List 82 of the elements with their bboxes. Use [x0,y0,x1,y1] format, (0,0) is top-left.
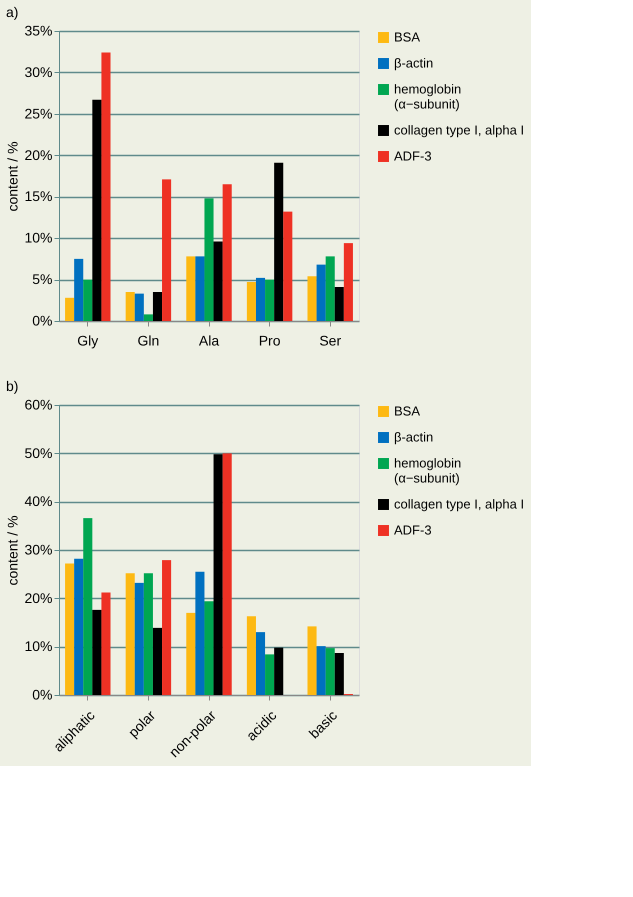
chart-title: b) [6,378,18,394]
bar [204,198,214,321]
y-tick-label: 0% [32,686,52,702]
bar [144,573,153,695]
y-tick-label: 10% [24,230,52,246]
bar [83,280,92,321]
bar [222,184,232,321]
y-tick-label: 0% [32,312,52,328]
bar [195,572,204,695]
bar [316,264,326,321]
bar [83,518,92,695]
bar [92,100,102,321]
bar [195,256,204,321]
bar [246,616,256,695]
y-tick-label: 30% [24,542,52,558]
y-tick-label: 50% [24,444,52,461]
y-tick-label: 60% [24,396,52,412]
legend-label: hemoglobin (α−subunit) [394,456,462,486]
y-tick-label: 15% [24,188,52,204]
bar [101,52,111,321]
bar [144,314,153,321]
bar [283,212,292,321]
x-tick-label: Gly [77,332,98,348]
bar [126,573,135,695]
legend-label: ADF-3 [394,522,432,538]
bar [162,179,172,321]
bar [344,243,353,321]
bar [326,256,335,321]
bar [316,646,326,695]
bar [265,654,274,695]
bar [101,592,111,695]
bar [92,610,102,695]
bar [222,453,232,695]
y-tick-label: 40% [24,493,52,510]
bar [334,652,344,695]
y-tick-label: 20% [24,146,52,163]
bar [134,294,144,321]
bar [256,278,266,321]
bar [326,648,335,695]
legend-label: ADF-3 [394,148,432,164]
bar [186,612,196,695]
y-tick-label: 25% [24,105,52,122]
bar [74,258,84,321]
legend-label: collagen type I, alpha I [394,122,524,138]
bar [152,292,162,321]
chart-title: a) [6,4,18,20]
y-axis-title: content / % [4,515,20,586]
bar [204,601,214,695]
bar [74,558,84,695]
bar [246,282,256,321]
bar [126,292,135,321]
x-tick-label: Ser [319,332,342,348]
legend-label: collagen type I, alpha I [394,496,524,512]
y-tick-label: 5% [32,271,52,288]
legend-label: BSA [394,404,420,418]
bar [152,628,162,695]
x-tick-label: Ala [198,332,220,348]
legend-label: β-actin [394,430,434,444]
x-tick-label: Gln [137,332,160,348]
bar [307,626,317,695]
bar [274,162,284,321]
y-tick-label: 20% [24,590,52,606]
bar [134,582,144,695]
bar [274,648,284,695]
bar [307,276,317,321]
legend-label: β-actin [394,56,434,70]
bar [65,298,74,321]
bar [65,564,74,695]
y-tick-label: 30% [24,64,52,80]
y-tick-label: 35% [24,22,52,38]
bar [214,241,223,321]
bar [334,287,344,321]
bar [265,280,274,321]
y-axis-title: content / % [4,141,20,212]
legend-label: hemoglobin (α−subunit) [394,82,462,112]
y-tick-label: 10% [24,638,52,654]
x-tick-label: Pro [258,332,281,348]
bar [186,256,196,321]
bar [214,454,223,695]
legend-label: BSA [394,30,420,44]
bar [256,632,266,695]
bar [162,560,172,695]
